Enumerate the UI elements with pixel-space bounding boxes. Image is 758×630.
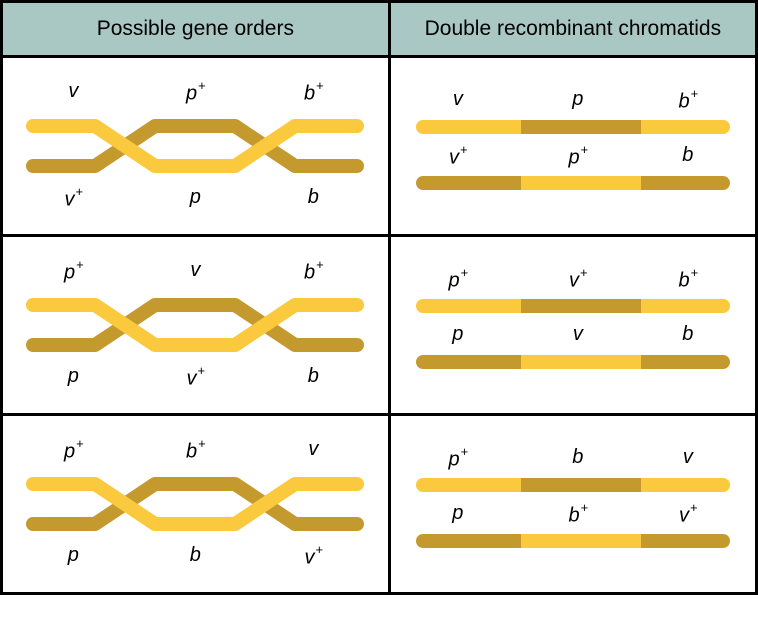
recombinant-diagram: p+ v+ b+ p v b bbox=[408, 245, 738, 405]
crossover-svg bbox=[25, 474, 365, 534]
table-row: p+ v b+ p v+ b p+ v+ b+ p v b bbox=[2, 236, 757, 415]
recombinant-diagram: p+ b v p b+ v+ bbox=[408, 424, 738, 584]
recombinant-cell: p+ v+ b+ p v b bbox=[389, 236, 756, 415]
gene-label: v bbox=[43, 80, 103, 103]
gene-label: v+ bbox=[548, 267, 608, 293]
gene-label: p bbox=[428, 502, 488, 525]
gene-label: b+ bbox=[165, 438, 225, 464]
chromatid bbox=[416, 299, 730, 313]
gene-label: v+ bbox=[165, 365, 225, 391]
crossover-diagram: p+ b+ v p b v+ bbox=[25, 424, 365, 584]
gene-label: v+ bbox=[658, 502, 718, 528]
chromatid bbox=[416, 176, 730, 190]
gene-label: p+ bbox=[428, 267, 488, 293]
chromatid bbox=[416, 534, 730, 548]
gene-label: p+ bbox=[428, 446, 488, 472]
gene-label: p+ bbox=[165, 80, 225, 106]
crossover-cell: p+ b+ v p b v+ bbox=[2, 415, 390, 594]
gene-label: p+ bbox=[43, 259, 103, 285]
crossover-cell: p+ v b+ p v+ b bbox=[2, 236, 390, 415]
gene-label: b+ bbox=[283, 80, 343, 106]
gene-label: b bbox=[658, 144, 718, 167]
gene-label: b bbox=[283, 186, 343, 209]
gene-label: b+ bbox=[283, 259, 343, 285]
crossover-cell: v p+ b+ v+ p b bbox=[2, 57, 390, 236]
gene-label: v bbox=[283, 438, 343, 461]
chromatid bbox=[416, 478, 730, 492]
gene-label: v+ bbox=[428, 144, 488, 170]
gene-label: v bbox=[548, 323, 608, 346]
crossover-diagram: v p+ b+ v+ p b bbox=[25, 66, 365, 226]
gene-label: b bbox=[283, 365, 343, 388]
gene-label: b+ bbox=[658, 88, 718, 114]
gene-label: p bbox=[165, 186, 225, 209]
gene-label: b bbox=[548, 446, 608, 469]
recombinant-cell: p+ b v p b+ v+ bbox=[389, 415, 756, 594]
gene-label: v bbox=[428, 88, 488, 111]
crossover-svg bbox=[25, 295, 365, 355]
gene-label: b+ bbox=[548, 502, 608, 528]
gene-label: b+ bbox=[658, 267, 718, 293]
crossover-diagram: p+ v b+ p v+ b bbox=[25, 245, 365, 405]
recombinant-cell: v p b+ v+ p+ b bbox=[389, 57, 756, 236]
gene-label: p bbox=[428, 323, 488, 346]
gene-label: v+ bbox=[43, 186, 103, 212]
gene-label: v+ bbox=[283, 544, 343, 570]
gene-label: p bbox=[43, 365, 103, 388]
crossover-svg bbox=[25, 116, 365, 176]
gene-label: p+ bbox=[548, 144, 608, 170]
gene-label: b bbox=[165, 544, 225, 567]
gene-label: p bbox=[43, 544, 103, 567]
gene-order-table: Possible gene orders Double recombinant … bbox=[0, 0, 758, 595]
gene-label: b bbox=[658, 323, 718, 346]
chromatid bbox=[416, 120, 730, 134]
recombinant-diagram: v p b+ v+ p+ b bbox=[408, 66, 738, 226]
gene-label: p bbox=[548, 88, 608, 111]
chromatid bbox=[416, 355, 730, 369]
header-right: Double recombinant chromatids bbox=[389, 2, 756, 57]
gene-label: v bbox=[165, 259, 225, 282]
header-left: Possible gene orders bbox=[2, 2, 390, 57]
table-row: v p+ b+ v+ p b v p b+ v+ p+ b bbox=[2, 57, 757, 236]
gene-label: v bbox=[658, 446, 718, 469]
table-row: p+ b+ v p b v+ p+ b v p b+ v+ bbox=[2, 415, 757, 594]
gene-label: p+ bbox=[43, 438, 103, 464]
